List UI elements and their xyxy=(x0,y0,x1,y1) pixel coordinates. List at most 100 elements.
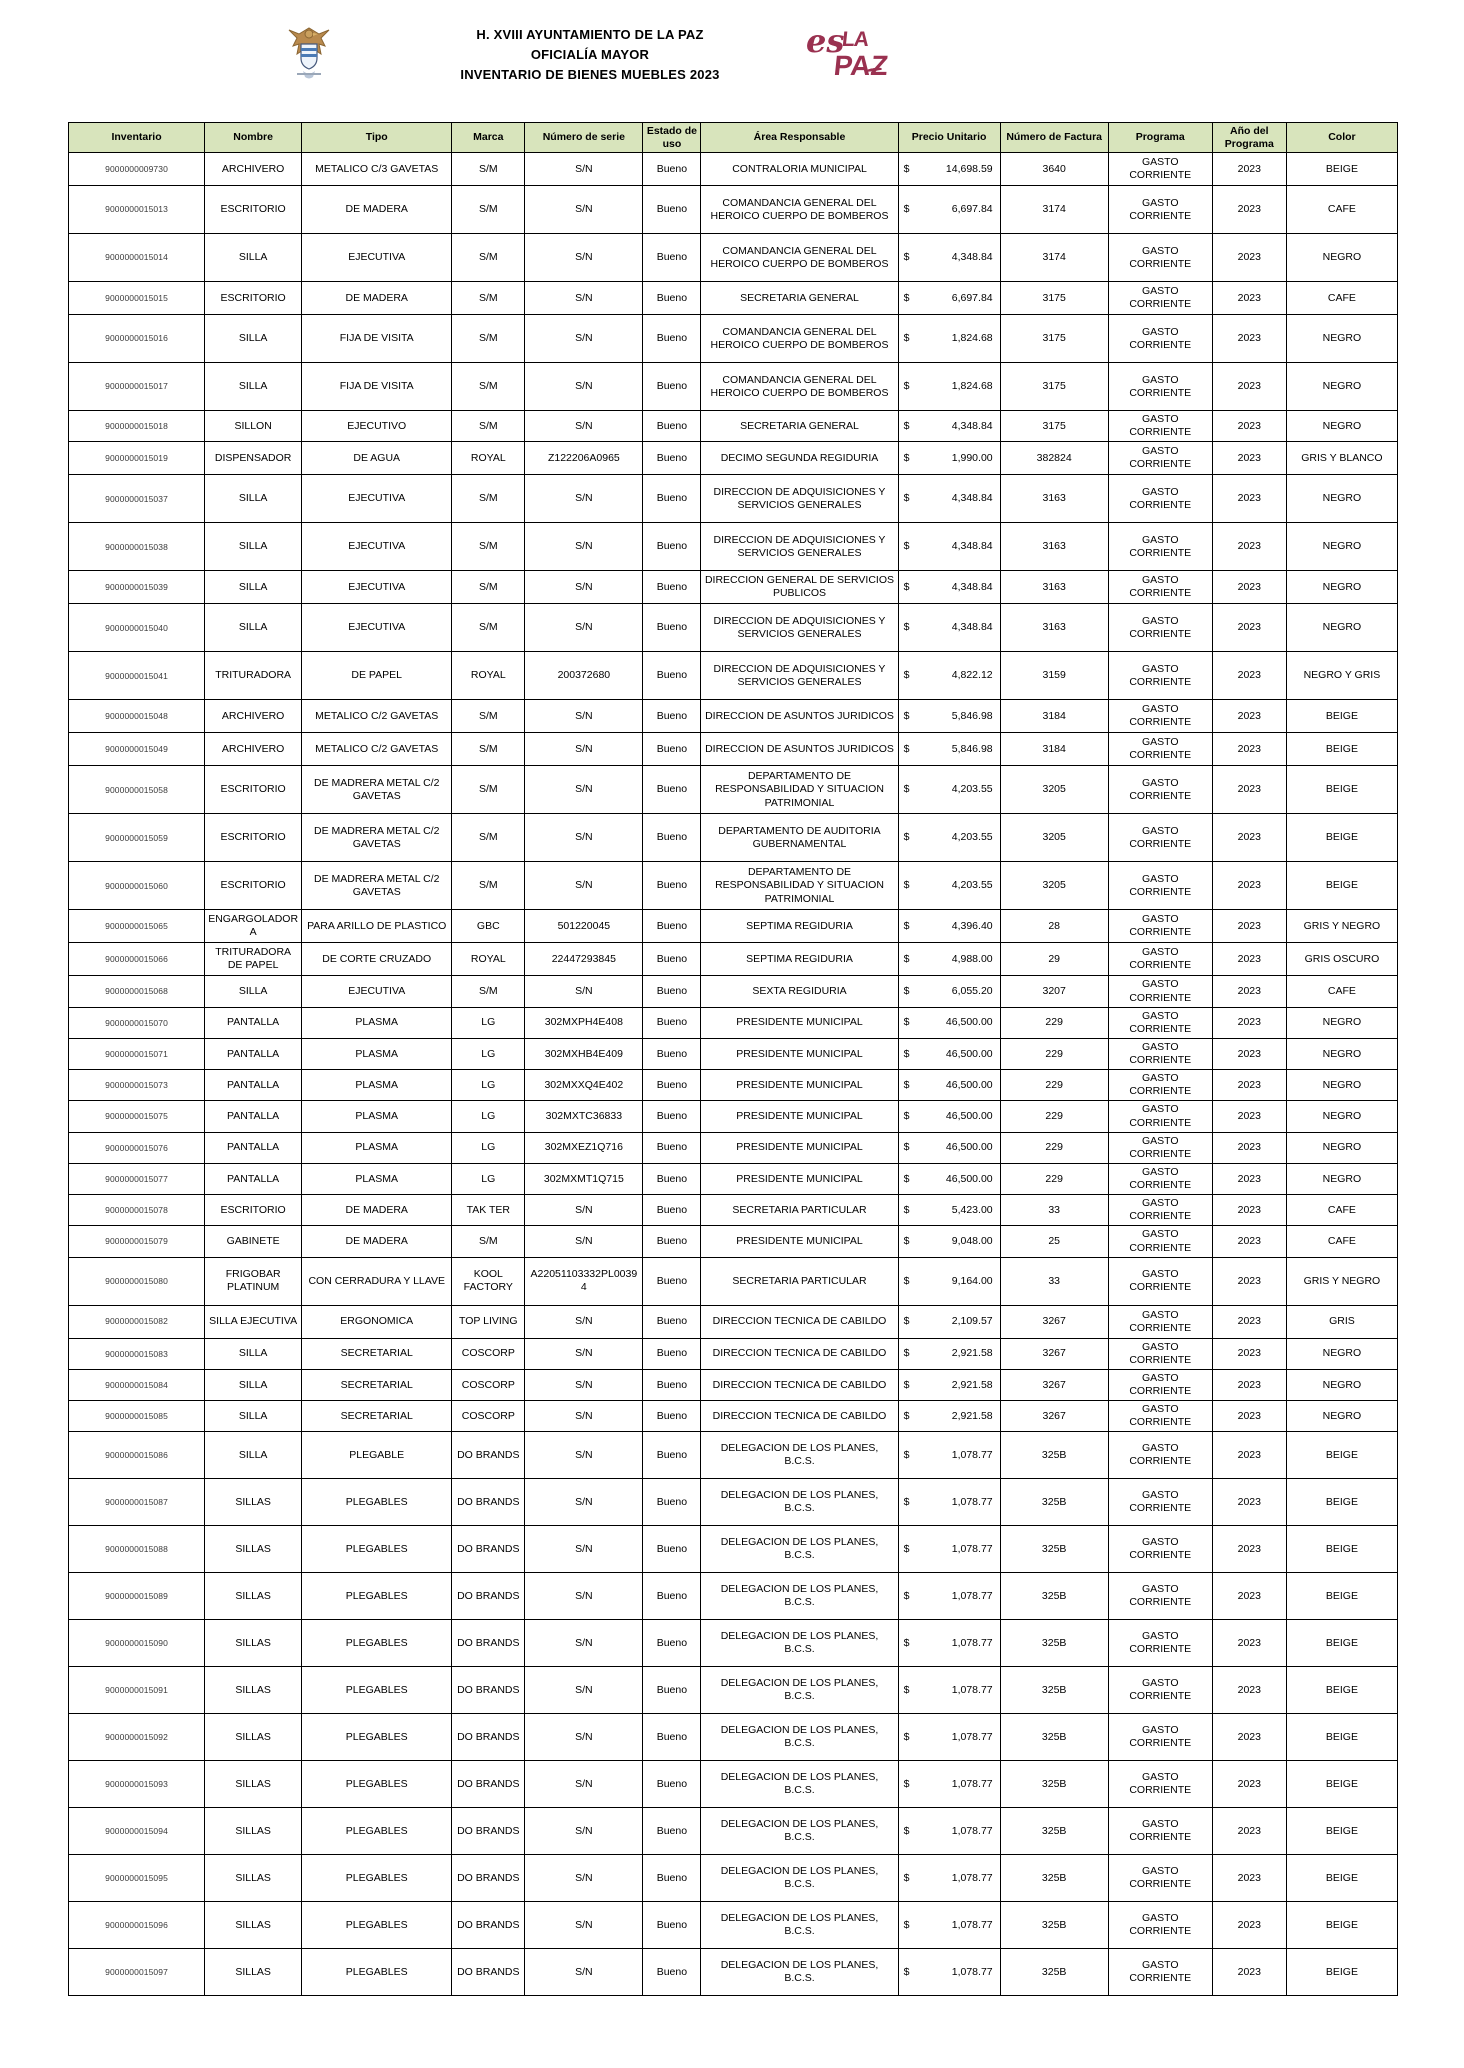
cell-programa: GASTO CORRIENTE xyxy=(1107,314,1213,364)
cell-marca: DO BRANDS xyxy=(451,1666,526,1715)
precio-amount: 46,500.00 xyxy=(945,1047,993,1060)
cell-numero-factura: 229 xyxy=(999,1069,1109,1102)
cell-inventario: 9000000015014 xyxy=(67,233,206,283)
cell-nombre: ENGARGOLADORA xyxy=(204,909,303,944)
cell-estado-uso: Bueno xyxy=(642,1006,702,1039)
cell-marca: DO BRANDS xyxy=(451,1760,526,1809)
table-row: 9000000015088 SILLAS PLEGABLES DO BRANDS… xyxy=(67,1525,1399,1574)
cell-nombre: TRITURADORA xyxy=(204,651,303,701)
precio-amount: 1,078.77 xyxy=(951,1871,993,1884)
cell-estado-uso: Bueno xyxy=(642,861,702,911)
currency-symbol: $ xyxy=(903,952,910,965)
cell-color: BEIGE xyxy=(1285,1854,1399,1903)
table-row: 9000000015091 SILLAS PLEGABLES DO BRANDS… xyxy=(67,1666,1399,1715)
cell-marca: DO BRANDS xyxy=(451,1854,526,1903)
precio-amount: 4,348.84 xyxy=(951,419,993,432)
cell-programa: GASTO CORRIENTE xyxy=(1107,1100,1213,1133)
cell-area-responsable: PRESIDENTE MUNICIPAL xyxy=(700,1131,899,1164)
cell-color: NEGRO xyxy=(1285,362,1399,412)
cell-marca: S/M xyxy=(451,474,526,524)
cell-tipo: EJECUTIVA xyxy=(301,522,453,572)
cell-area-responsable: CONTRALORIA MUNICIPAL xyxy=(700,152,899,187)
currency-symbol: $ xyxy=(903,709,910,722)
precio-amount: 2,109.57 xyxy=(951,1315,993,1328)
cell-programa: GASTO CORRIENTE xyxy=(1107,699,1213,734)
precio-amount: 1,824.68 xyxy=(951,380,993,393)
cell-marca: COSCORP xyxy=(451,1368,526,1402)
cell-precio-unitario: $ 4,348.84 xyxy=(897,410,1001,443)
table-row: 9000000015040 SILLA EJECUTIVA S/M S/N Bu… xyxy=(67,603,1399,653)
cell-precio-unitario: $ 1,078.77 xyxy=(897,1760,1001,1809)
cell-programa: GASTO CORRIENTE xyxy=(1107,1069,1213,1102)
cell-anio-programa: 2023 xyxy=(1211,1037,1287,1071)
cell-precio-unitario: $ 6,697.84 xyxy=(897,185,1001,235)
precio-amount: 46,500.00 xyxy=(945,1078,993,1091)
cell-nombre: SILLAS xyxy=(204,1713,303,1762)
cell-anio-programa: 2023 xyxy=(1211,1131,1287,1164)
cell-tipo: DE PAPEL xyxy=(301,651,453,701)
cell-programa: GASTO CORRIENTE xyxy=(1107,152,1213,187)
cell-precio-unitario: $ 1,078.77 xyxy=(897,1901,1001,1950)
cell-color: CAFE xyxy=(1285,281,1399,316)
cell-color: BEIGE xyxy=(1285,861,1399,911)
cell-inventario: 9000000015018 xyxy=(67,410,206,443)
cell-marca: DO BRANDS xyxy=(451,1713,526,1762)
cell-marca: DO BRANDS xyxy=(451,1948,526,1997)
cell-marca: S/M xyxy=(451,522,526,572)
cell-precio-unitario: $ 9,048.00 xyxy=(897,1225,1001,1258)
cell-numero-factura: 3175 xyxy=(999,362,1109,412)
cell-estado-uso: Bueno xyxy=(642,1131,702,1164)
cell-color: NEGRO xyxy=(1285,1006,1399,1039)
cell-programa: GASTO CORRIENTE xyxy=(1107,1572,1213,1621)
cell-color: BEIGE xyxy=(1285,765,1399,815)
cell-programa: GASTO CORRIENTE xyxy=(1107,1807,1213,1856)
currency-symbol: $ xyxy=(903,1730,910,1743)
cell-area-responsable: DIRECCION DE ADQUISICIONES Y SERVICIOS G… xyxy=(700,522,899,572)
document-subtitle-inventory: INVENTARIO DE BIENES MUEBLES 2023 xyxy=(460,67,720,82)
cell-inventario: 9000000015058 xyxy=(67,765,206,815)
currency-symbol: $ xyxy=(903,1448,910,1461)
cell-anio-programa: 2023 xyxy=(1211,441,1287,476)
currency-symbol: $ xyxy=(903,1141,910,1154)
cell-precio-unitario: $ 5,846.98 xyxy=(897,732,1001,767)
cell-programa: GASTO CORRIENTE xyxy=(1107,410,1213,443)
cell-programa: GASTO CORRIENTE xyxy=(1107,1337,1213,1370)
cell-inventario: 9000000015039 xyxy=(67,570,206,605)
cell-marca: COSCORP xyxy=(451,1337,526,1370)
logo-word-la: LA xyxy=(840,28,870,51)
cell-tipo: PARA ARILLO DE PLASTICO xyxy=(301,909,453,944)
cell-precio-unitario: $ 46,500.00 xyxy=(897,1006,1001,1039)
cell-marca: DO BRANDS xyxy=(451,1572,526,1621)
cell-area-responsable: PRESIDENTE MUNICIPAL xyxy=(700,1069,899,1102)
cell-numero-factura: 3174 xyxy=(999,185,1109,235)
table-row: 9000000015038 SILLA EJECUTIVA S/M S/N Bu… xyxy=(67,522,1399,572)
cell-estado-uso: Bueno xyxy=(642,1619,702,1668)
cell-estado-uso: Bueno xyxy=(642,1525,702,1574)
cell-anio-programa: 2023 xyxy=(1211,1572,1287,1621)
cell-inventario: 9000000015080 xyxy=(67,1256,206,1306)
cell-anio-programa: 2023 xyxy=(1211,1807,1287,1856)
cell-numero-factura: 325B xyxy=(999,1948,1109,1997)
cell-numero-factura: 229 xyxy=(999,1131,1109,1164)
cell-nombre: SILLAS xyxy=(204,1948,303,1997)
cell-anio-programa: 2023 xyxy=(1211,1256,1287,1306)
cell-numero-serie: S/N xyxy=(524,1666,644,1715)
cell-inventario: 9000000015040 xyxy=(67,603,206,653)
cell-anio-programa: 2023 xyxy=(1211,1760,1287,1809)
cell-tipo: PLEGABLES xyxy=(301,1572,453,1621)
cell-estado-uso: Bueno xyxy=(642,1337,702,1370)
cell-tipo: METALICO C/3 GAVETAS xyxy=(301,152,453,187)
cell-inventario: 9000000015065 xyxy=(67,909,206,944)
cell-numero-factura: 33 xyxy=(999,1256,1109,1306)
cell-nombre: SILLAS xyxy=(204,1901,303,1950)
cell-nombre: PANTALLA xyxy=(204,1069,303,1102)
cell-numero-serie: A22051103332PL00394 xyxy=(524,1256,644,1306)
cell-numero-factura: 3267 xyxy=(999,1304,1109,1339)
cell-numero-serie: 200372680 xyxy=(524,651,644,701)
inventory-table-body: 9000000009730 ARCHIVERO METALICO C/3 GAV… xyxy=(67,152,1399,1997)
cell-nombre: SILLAS xyxy=(204,1854,303,1903)
cell-tipo: PLEGABLES xyxy=(301,1478,453,1527)
cell-anio-programa: 2023 xyxy=(1211,1337,1287,1370)
cell-color: BEIGE xyxy=(1285,1948,1399,1997)
